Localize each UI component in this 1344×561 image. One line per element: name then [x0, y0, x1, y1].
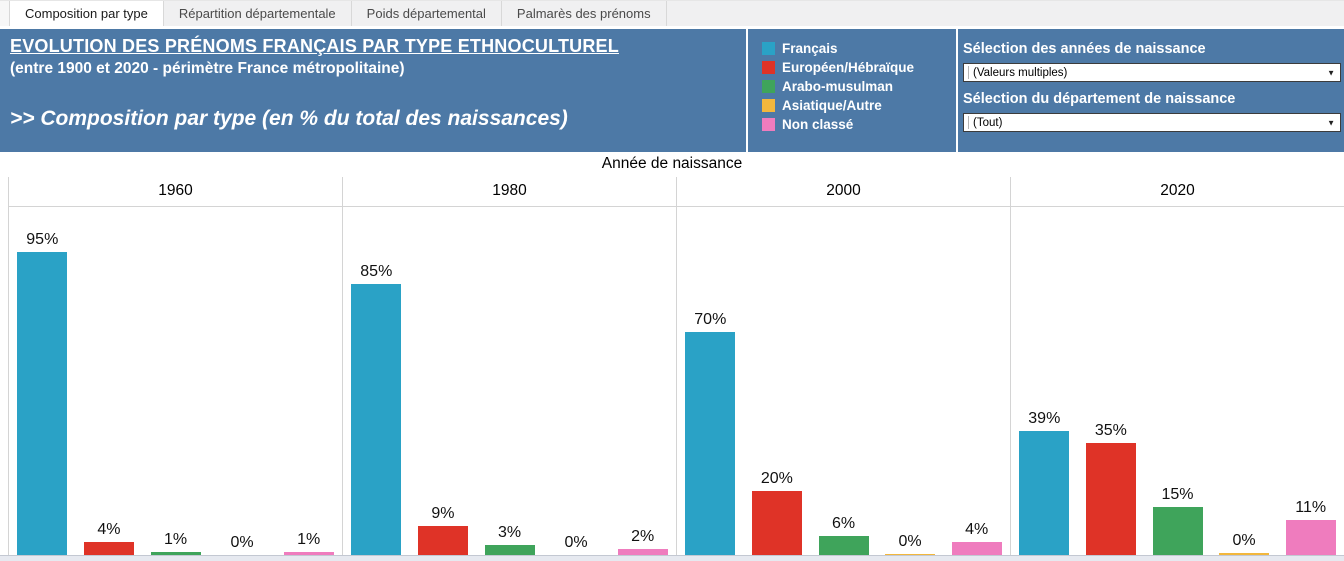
chart-axis-title: Année de naissance: [601, 155, 743, 172]
bar-value-label: 11%: [1295, 499, 1327, 516]
legend-label: Arabo-musulman: [782, 79, 894, 94]
bar-Asiatique/Autre[interactable]: [885, 554, 936, 555]
tab-palmares-des-prenoms[interactable]: Palmarès des prénoms: [502, 1, 667, 26]
bar-value-label: 3%: [497, 524, 522, 541]
bar-value-label: 0%: [898, 533, 922, 550]
tab-label: Composition par type: [25, 6, 148, 21]
bar-value-label: 0%: [564, 534, 588, 551]
bar-Européen/Hébraïque[interactable]: [83, 542, 134, 555]
tab-repartition-departementale[interactable]: Répartition départementale: [164, 1, 352, 26]
bar-value-label: 15%: [1161, 486, 1194, 503]
years-select-value: (Valeurs multiples): [973, 66, 1068, 79]
tab-poids-departemental[interactable]: Poids départemental: [352, 1, 502, 26]
bar-Non classé[interactable]: [951, 542, 1002, 555]
legend: Français Européen/Hébraïque Arabo-musulman…: [762, 39, 914, 134]
legend-swatch: [762, 42, 775, 55]
bar-value-label: 1%: [163, 531, 188, 548]
panel-2020: 2020 39% 35% 15% 0% 11%: [1011, 177, 1344, 555]
legend-item[interactable]: Asiatique/Autre: [762, 96, 914, 115]
bar-value-label: 20%: [760, 470, 793, 487]
department-select[interactable]: (Tout) ▼: [963, 113, 1341, 132]
chart-panels: 1960 95% 4% 1% 0% 1% 1980 85% 9% 3% 0% 2% 2000 70% 20%…: [8, 177, 1344, 555]
bar-value-label: 0%: [1232, 532, 1256, 549]
bar-value-label: 4%: [97, 521, 121, 538]
bar-Européen/Hébraïque[interactable]: [751, 491, 802, 555]
department-filter-label: Sélection du département de naissance: [963, 91, 1236, 107]
bar-Non classé[interactable]: [1285, 520, 1336, 555]
bar-value-label: 9%: [431, 505, 455, 522]
tab-label: Palmarès des prénoms: [516, 6, 651, 21]
plot-area: 39% 35% 15% 0% 11%: [1011, 207, 1344, 555]
bar-Français[interactable]: [351, 284, 402, 555]
legend-swatch: [762, 99, 775, 112]
legend-swatch: [762, 61, 775, 74]
legend-swatch: [762, 80, 775, 93]
legend-label: Asiatique/Autre: [782, 98, 882, 113]
tab-label: Répartition départementale: [178, 6, 336, 21]
plot-area: 85% 9% 3% 0% 2%: [343, 207, 676, 555]
panel-2000: 2000 70% 20% 6% 0% 4%: [677, 177, 1011, 555]
bar-Arabo-musulman[interactable]: [818, 536, 869, 555]
section-title: >> Composition par type (en % du total d…: [10, 107, 568, 130]
tab-label: Poids départemental: [366, 6, 486, 21]
tab-bar: Composition par type Répartition départe…: [0, 0, 1344, 26]
header-divider: [956, 29, 958, 152]
bar-value-label: 95%: [26, 231, 59, 248]
header-divider: [746, 29, 748, 152]
year-label: 1980: [343, 177, 676, 207]
year-label: 2020: [1011, 177, 1344, 207]
chevron-down-icon: ▼: [1327, 118, 1335, 127]
plot-area: 95% 4% 1% 0% 1%: [9, 207, 342, 555]
bar-value-label: 85%: [360, 263, 393, 280]
title-block: EVOLUTION DES PRÉNOMS FRANÇAIS PAR TYPE …: [10, 36, 619, 131]
bar-value-label: 6%: [831, 515, 856, 532]
legend-item[interactable]: Arabo-musulman: [762, 77, 914, 96]
legend-item[interactable]: Français: [762, 39, 914, 58]
bar-value-label: 2%: [631, 528, 655, 545]
legend-label: Européen/Hébraïque: [782, 60, 915, 75]
bar-value-label: 70%: [694, 311, 727, 328]
year-label: 2000: [677, 177, 1010, 207]
bar-Arabo-musulman[interactable]: [150, 552, 201, 555]
bar-Arabo-musulman[interactable]: [484, 545, 535, 555]
plot-area: 70% 20% 6% 0% 4%: [677, 207, 1010, 555]
legend-item[interactable]: Non classé: [762, 115, 914, 134]
bar-value-label: 0%: [230, 534, 254, 551]
filter-controls: Sélection des années de naissance (Valeu…: [963, 41, 1341, 141]
tab-bar-spacer: [0, 1, 10, 26]
bar-Non classé[interactable]: [617, 549, 668, 555]
legend-label: Non classé: [782, 117, 854, 132]
dashboard-header: EVOLUTION DES PRÉNOMS FRANÇAIS PAR TYPE …: [0, 29, 1344, 152]
bottom-strip: [0, 555, 1344, 561]
bar-Européen/Hébraïque[interactable]: [1085, 443, 1136, 555]
years-select[interactable]: (Valeurs multiples) ▼: [963, 63, 1341, 82]
bar-Non classé[interactable]: [283, 552, 334, 555]
bar-Français[interactable]: [1019, 431, 1070, 555]
legend-label: Français: [782, 41, 838, 56]
bar-Français[interactable]: [17, 252, 68, 555]
bar-value-label: 4%: [965, 521, 989, 538]
bar-Européen/Hébraïque[interactable]: [417, 526, 468, 555]
legend-item[interactable]: Européen/Hébraïque: [762, 58, 914, 77]
year-label: 1960: [9, 177, 342, 207]
chevron-down-icon: ▼: [1327, 68, 1335, 77]
years-filter-label: Sélection des années de naissance: [963, 41, 1206, 57]
panel-1980: 1980 85% 9% 3% 0% 2%: [343, 177, 677, 555]
tab-bar-fill: [667, 1, 1344, 26]
department-select-value: (Tout): [973, 116, 1003, 129]
tab-composition-par-type[interactable]: Composition par type: [10, 1, 164, 26]
panel-1960: 1960 95% 4% 1% 0% 1%: [8, 177, 343, 555]
bar-value-label: 35%: [1094, 422, 1127, 439]
bar-Arabo-musulman[interactable]: [1152, 507, 1203, 555]
dashboard-title: EVOLUTION DES PRÉNOMS FRANÇAIS PAR TYPE …: [10, 36, 619, 56]
bar-Asiatique/Autre[interactable]: [1219, 553, 1270, 555]
bar-value-label: 1%: [297, 531, 321, 548]
bar-Français[interactable]: [685, 332, 736, 555]
dashboard-subtitle: (entre 1900 et 2020 - périmètre France m…: [10, 60, 405, 77]
legend-swatch: [762, 118, 775, 131]
bar-value-label: 39%: [1028, 410, 1061, 427]
